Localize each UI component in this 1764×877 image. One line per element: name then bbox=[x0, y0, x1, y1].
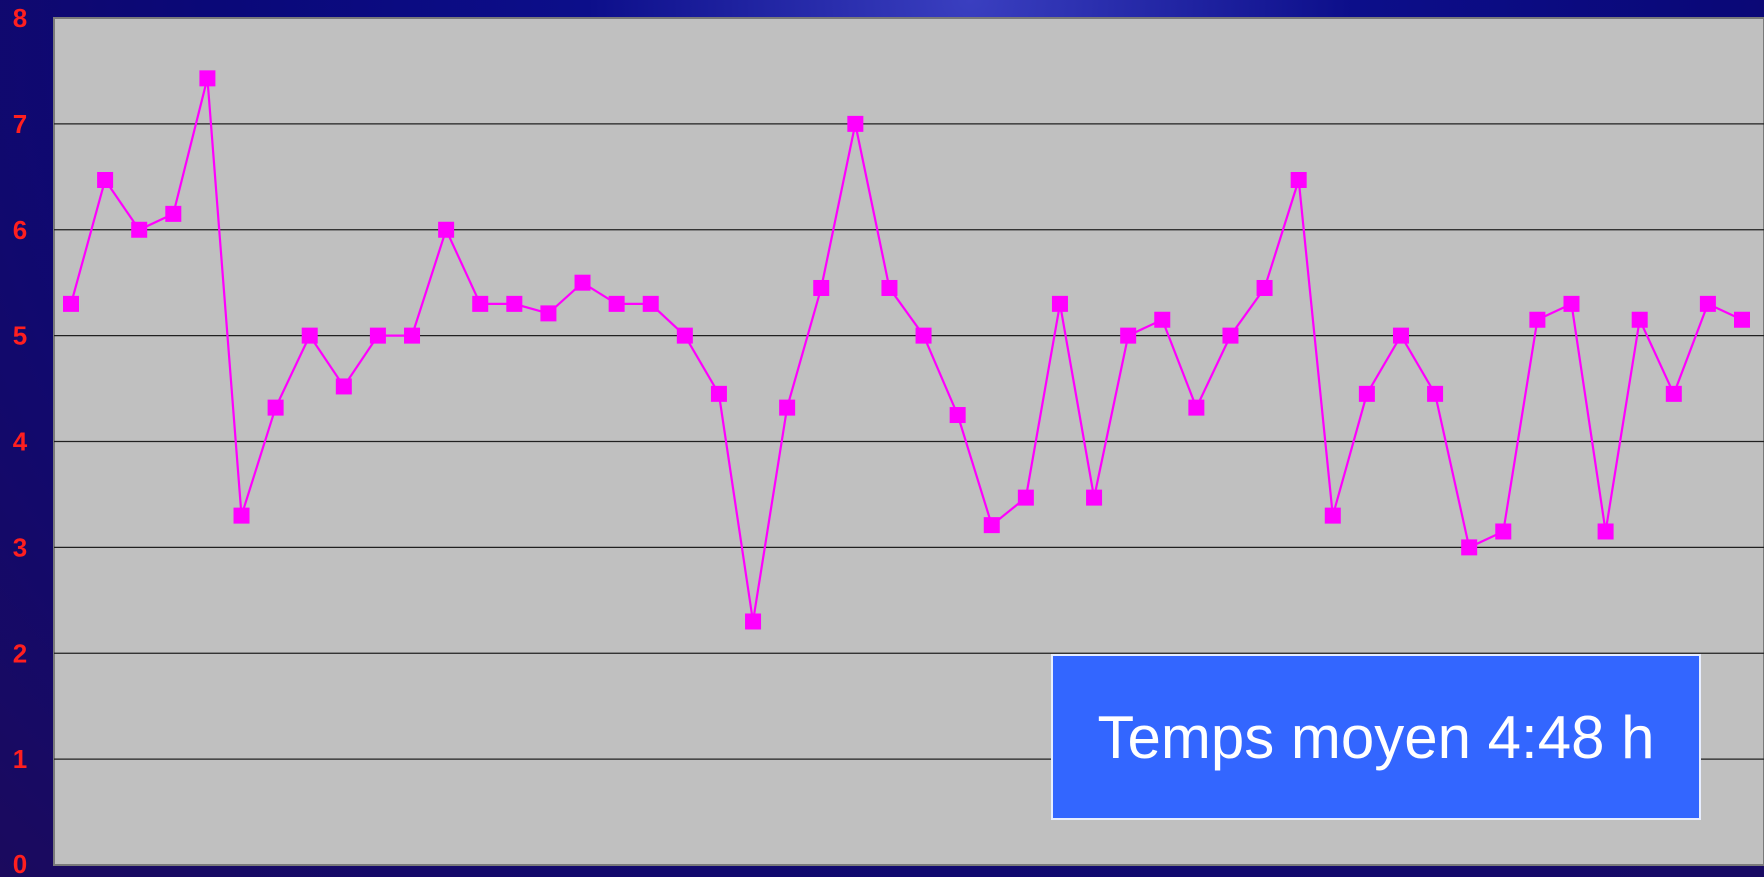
data-point-35 bbox=[1222, 327, 1239, 344]
data-point-22 bbox=[779, 399, 796, 416]
data-point-13 bbox=[472, 295, 489, 312]
data-point-23 bbox=[813, 279, 830, 296]
data-point-6 bbox=[233, 507, 250, 524]
data-point-30 bbox=[1051, 295, 1068, 312]
data-point-10 bbox=[369, 327, 386, 344]
data-point-37 bbox=[1290, 171, 1307, 188]
data-point-12 bbox=[438, 221, 455, 238]
average-time-callout: Temps moyen 4:48 h bbox=[1051, 654, 1701, 820]
data-point-1 bbox=[63, 295, 79, 312]
y-tick-label-2: 2 bbox=[13, 638, 27, 668]
data-point-28 bbox=[983, 517, 1000, 534]
data-point-3 bbox=[131, 221, 148, 238]
data-point-15 bbox=[540, 305, 557, 322]
data-point-18 bbox=[642, 295, 659, 312]
data-point-21 bbox=[745, 613, 762, 630]
data-point-26 bbox=[915, 327, 932, 344]
data-point-32 bbox=[1120, 327, 1137, 344]
data-point-16 bbox=[574, 274, 591, 291]
data-point-48 bbox=[1665, 385, 1682, 402]
y-tick-label-7: 7 bbox=[13, 109, 27, 139]
data-point-31 bbox=[1086, 489, 1103, 506]
data-point-29 bbox=[1017, 489, 1034, 506]
gridlines bbox=[54, 123, 1764, 760]
data-point-45 bbox=[1563, 295, 1580, 312]
data-point-38 bbox=[1324, 507, 1341, 524]
data-point-4 bbox=[165, 205, 182, 222]
data-point-44 bbox=[1529, 311, 1546, 328]
data-point-50 bbox=[1734, 311, 1750, 328]
data-point-27 bbox=[949, 407, 966, 424]
data-point-5 bbox=[199, 70, 216, 87]
data-point-49 bbox=[1699, 295, 1716, 312]
data-point-40 bbox=[1392, 327, 1409, 344]
data-point-11 bbox=[404, 327, 421, 344]
data-point-36 bbox=[1256, 279, 1273, 296]
data-point-20 bbox=[710, 385, 727, 402]
data-markers bbox=[63, 70, 1750, 630]
y-tick-label-6: 6 bbox=[13, 215, 27, 245]
y-axis-tick-labels: 0 1 2 3 4 5 6 7 8 bbox=[13, 3, 28, 877]
y-tick-label-1: 1 bbox=[13, 744, 27, 774]
data-point-34 bbox=[1188, 399, 1205, 416]
data-point-42 bbox=[1461, 539, 1478, 556]
average-time-label: Temps moyen 4:48 h bbox=[1097, 703, 1655, 771]
data-point-17 bbox=[608, 295, 625, 312]
data-point-41 bbox=[1427, 385, 1444, 402]
data-point-8 bbox=[301, 327, 318, 344]
y-tick-label-0: 0 bbox=[13, 849, 27, 877]
y-tick-label-3: 3 bbox=[13, 532, 27, 562]
y-tick-label-8: 8 bbox=[13, 3, 27, 33]
data-point-19 bbox=[676, 327, 693, 344]
data-point-43 bbox=[1495, 523, 1512, 540]
data-point-14 bbox=[506, 295, 523, 312]
series-line bbox=[69, 78, 1743, 622]
data-point-25 bbox=[881, 279, 898, 296]
data-point-24 bbox=[847, 115, 864, 132]
data-point-47 bbox=[1631, 311, 1648, 328]
data-point-46 bbox=[1597, 523, 1614, 540]
data-point-39 bbox=[1358, 385, 1375, 402]
y-tick-label-4: 4 bbox=[13, 427, 28, 457]
data-point-9 bbox=[335, 378, 352, 395]
data-point-7 bbox=[267, 399, 284, 416]
data-point-33 bbox=[1154, 311, 1171, 328]
y-tick-label-5: 5 bbox=[13, 321, 27, 351]
data-point-2 bbox=[97, 171, 114, 188]
